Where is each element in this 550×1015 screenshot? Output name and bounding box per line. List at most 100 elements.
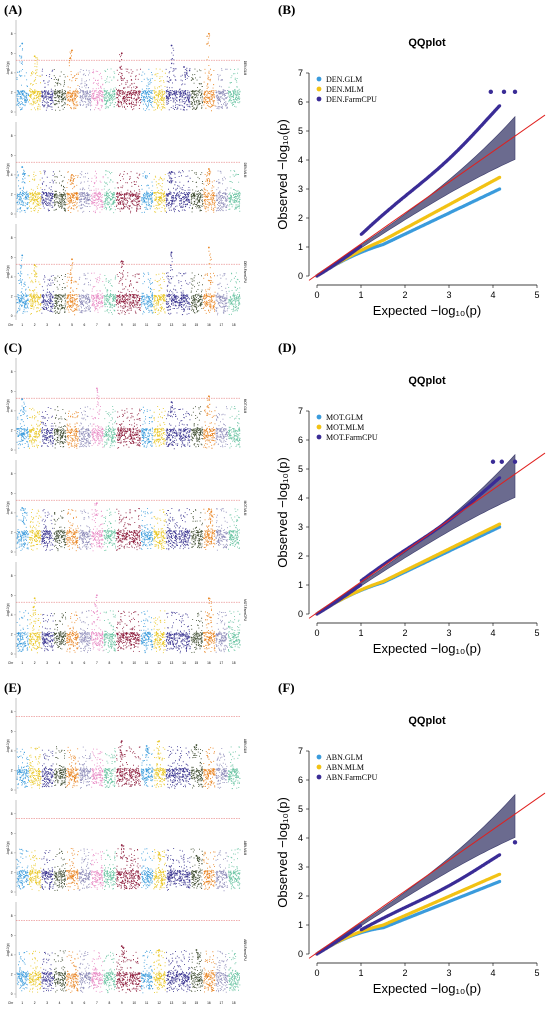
qq-plot-d: (D) QQplot 0 1 2 3 4 5 6 7 0 1 2 3 4 5 Expected −log₁₀(p… bbox=[275, 340, 546, 656]
chromosome-label-15: 15 bbox=[195, 661, 199, 665]
chromosome-label-4: 4 bbox=[59, 661, 61, 665]
chromosome-points-14 bbox=[178, 613, 191, 654]
chromosome-points-11 bbox=[141, 848, 154, 890]
x-tick-label: 4 bbox=[490, 628, 495, 638]
chromosome-label-13: 13 bbox=[170, 1001, 174, 1005]
chromosome-label-11: 11 bbox=[145, 1001, 149, 1005]
y-tick-label: 8 bbox=[11, 914, 13, 918]
chromosome-points-15 bbox=[190, 610, 203, 653]
chromosome-points-17 bbox=[215, 273, 228, 316]
y-tick-label: 4 bbox=[11, 275, 13, 279]
legend-entry: DEN.GLM bbox=[326, 75, 362, 84]
chromosome-points-10 bbox=[128, 408, 141, 448]
chromosome-points-6 bbox=[78, 746, 92, 789]
chromosome-points-14 bbox=[178, 272, 191, 316]
y-tick-label: 3 bbox=[298, 184, 303, 194]
chromosome-points-6 bbox=[78, 848, 92, 891]
chromosome-points-9 bbox=[116, 508, 129, 551]
top-snp bbox=[120, 740, 123, 743]
chromosome-points-4 bbox=[53, 612, 67, 650]
top-snp bbox=[21, 398, 24, 401]
y-tick-label: 2 bbox=[11, 192, 13, 196]
chromosome-points-9 bbox=[116, 610, 129, 651]
x-tick-label: 3 bbox=[446, 628, 451, 638]
top-snp bbox=[71, 173, 73, 176]
chromosome-points-13 bbox=[165, 611, 179, 651]
chromosome-points-15 bbox=[190, 272, 203, 314]
chromosome-points-1 bbox=[16, 748, 29, 789]
y-tick-label: 0 bbox=[11, 788, 13, 792]
chromosome-points-15 bbox=[190, 406, 204, 448]
legend-entry: MOT.FarmCPU bbox=[326, 433, 378, 442]
chromosome-label-12: 12 bbox=[157, 1001, 161, 1005]
chromosome-points-4 bbox=[53, 170, 67, 212]
chromosome-points-5 bbox=[66, 509, 79, 552]
chromosome-label-16: 16 bbox=[207, 1001, 211, 1005]
chromosome-points-4 bbox=[53, 950, 67, 993]
chromosome-points-15 bbox=[190, 170, 204, 213]
chromosome-points-15 bbox=[190, 848, 204, 889]
y-tick-label: 6 bbox=[11, 831, 13, 835]
y-tick-label: 7 bbox=[298, 68, 303, 78]
top-snp bbox=[95, 594, 98, 597]
farmcpu-top-point bbox=[512, 459, 518, 464]
chromosome-points-12 bbox=[153, 950, 166, 993]
chromosome-label-3: 3 bbox=[46, 323, 48, 327]
chromosome-label-1: 1 bbox=[21, 661, 23, 665]
chromosome-points-10 bbox=[128, 951, 141, 992]
top-snp bbox=[21, 507, 24, 509]
chromosome-label-11: 11 bbox=[145, 661, 149, 665]
legend-marker bbox=[316, 764, 322, 770]
model-label: ABN.GLM bbox=[243, 739, 247, 754]
top-snp bbox=[207, 508, 210, 510]
chromosome-points-9 bbox=[116, 741, 129, 787]
chromosome-label-8: 8 bbox=[108, 323, 110, 327]
chromosome-points-5 bbox=[66, 746, 79, 788]
y-tick-label: 6 bbox=[11, 51, 13, 55]
chromosome-label-17: 17 bbox=[220, 323, 224, 327]
chromosome-points-18 bbox=[228, 950, 241, 992]
chromosome-label-18: 18 bbox=[232, 1001, 236, 1005]
chromosome-label-6: 6 bbox=[84, 661, 86, 665]
x-axis-label: Expected −log₁₀(p) bbox=[373, 641, 481, 656]
chromosome-label-7: 7 bbox=[96, 323, 98, 327]
chromosome-points-7 bbox=[91, 69, 104, 111]
x-axis-label: Expected −log₁₀(p) bbox=[373, 303, 481, 318]
y-tick-label: 4 bbox=[11, 71, 13, 75]
y-tick-label: 8 bbox=[11, 236, 13, 240]
chromosome-points-11 bbox=[140, 508, 154, 550]
chromosome-points-4 bbox=[53, 69, 67, 111]
panel-label-c: (C) bbox=[4, 340, 22, 355]
panel-label-d: (D) bbox=[278, 340, 296, 355]
chromosome-points-6 bbox=[78, 272, 92, 314]
top-snp bbox=[170, 44, 173, 47]
chromosome-points-1 bbox=[16, 848, 29, 890]
chromosome-label-8: 8 bbox=[108, 1001, 110, 1005]
chromosome-label-13: 13 bbox=[170, 323, 174, 327]
chromosome-points-6 bbox=[78, 171, 91, 213]
y-axis-label: -log10(p) bbox=[6, 399, 10, 413]
chromosome-points-13 bbox=[165, 746, 179, 789]
farmcpu-top-point bbox=[490, 459, 496, 464]
chromosome-points-18 bbox=[228, 406, 241, 449]
chromosome-label-2: 2 bbox=[34, 661, 36, 665]
legend-marker bbox=[316, 76, 322, 82]
chromosome-label-9: 9 bbox=[121, 323, 123, 327]
top-snp bbox=[33, 264, 36, 267]
chromosome-label-7: 7 bbox=[96, 1001, 98, 1005]
legend-entry: DEN.MLM bbox=[326, 85, 364, 94]
y-tick-label: 6 bbox=[298, 97, 303, 107]
x-tick-label: 5 bbox=[534, 290, 539, 300]
chromosome-points-6 bbox=[78, 509, 92, 550]
top-snp bbox=[183, 66, 185, 68]
chromosome-points-17 bbox=[215, 611, 228, 653]
chromosome-points-7 bbox=[91, 503, 104, 552]
chromosome-points-18 bbox=[228, 170, 241, 212]
y-tick-label: 3 bbox=[298, 522, 303, 532]
chromosome-points-11 bbox=[141, 272, 154, 315]
chromosome-points-4 bbox=[54, 746, 67, 788]
y-tick-label: 4 bbox=[298, 493, 303, 503]
y-tick-label: 0 bbox=[11, 212, 13, 216]
chromosome-label-2: 2 bbox=[34, 1001, 36, 1005]
